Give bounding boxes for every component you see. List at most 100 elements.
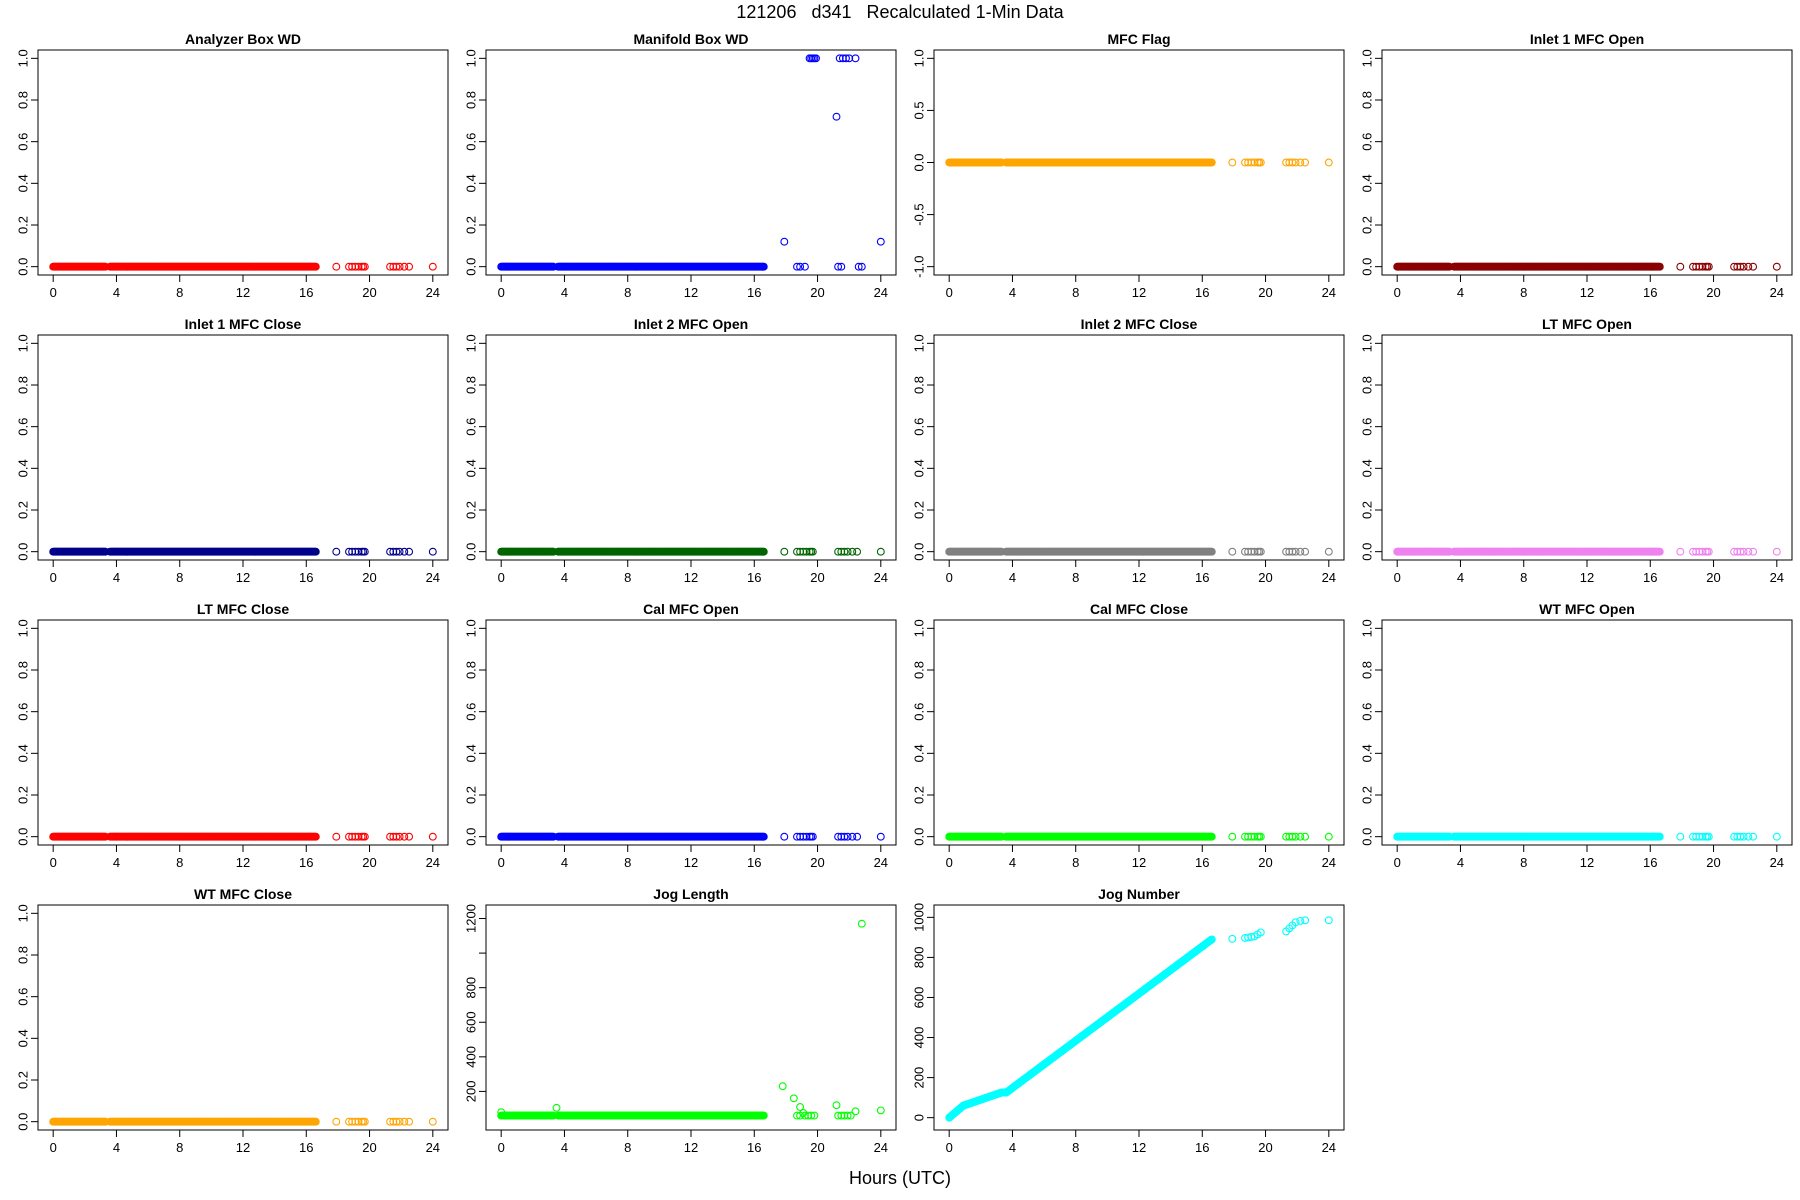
data-point [1256, 547, 1265, 556]
y-tick-label: 0.4 [911, 459, 926, 477]
x-tick-label: 0 [946, 855, 953, 870]
y-tick-label: 0.2 [463, 216, 478, 234]
data-point [400, 262, 409, 271]
plot-frame [37, 334, 449, 561]
data-point [812, 54, 820, 63]
data-point [1296, 832, 1305, 841]
data-point [311, 1117, 320, 1126]
y-tick-label: 0.4 [463, 174, 478, 192]
y-tick-label: 0.2 [15, 1071, 30, 1089]
x-tick-label: 20 [810, 285, 824, 300]
data-point [311, 262, 320, 271]
data-point [1704, 547, 1713, 556]
y-tick-label: 0.6 [1359, 418, 1374, 436]
x-tick-label: 4 [561, 285, 568, 300]
data-point [428, 1117, 437, 1126]
data-point [1655, 262, 1664, 271]
x-tick-label: 12 [1132, 285, 1146, 300]
x-tick-label: 0 [1394, 855, 1401, 870]
data-point [392, 547, 401, 556]
x-tick-label: 20 [362, 285, 376, 300]
x-tick-label: 20 [810, 855, 824, 870]
data-point [1744, 262, 1753, 271]
y-tick-label: 0.6 [463, 418, 478, 436]
data-point [1676, 832, 1685, 841]
x-tick-label: 16 [299, 570, 313, 585]
series-points [497, 832, 885, 841]
data-point [1749, 547, 1758, 556]
x-tick-label: 16 [747, 1140, 761, 1155]
data-point [780, 832, 789, 841]
data-point [800, 262, 809, 271]
x-tick-label: 0 [498, 570, 505, 585]
data-point [808, 832, 817, 841]
data-point [1749, 262, 1758, 271]
series-points [497, 54, 885, 271]
x-tick-label: 20 [362, 855, 376, 870]
series-points [497, 919, 885, 1120]
y-tick-label: 0.0 [911, 543, 926, 561]
y-tick-label: 0.4 [911, 744, 926, 762]
data-point [392, 262, 401, 271]
x-tick-label: 16 [747, 855, 761, 870]
x-tick-label: 12 [684, 285, 698, 300]
data-point [1744, 547, 1753, 556]
x-tick-label: 24 [426, 1140, 440, 1155]
x-tick-label: 24 [1322, 570, 1336, 585]
y-tick-label: 1.0 [15, 619, 30, 637]
x-tick-label: 0 [498, 1140, 505, 1155]
plot-frame [485, 904, 897, 1131]
data-point [1291, 547, 1300, 556]
data-point [405, 262, 414, 271]
x-tick-label: 20 [362, 1140, 376, 1155]
y-tick-label: 0.2 [15, 216, 30, 234]
x-tick-label: 24 [874, 570, 888, 585]
x-tick-label: 8 [1520, 570, 1527, 585]
data-point [759, 832, 768, 841]
x-tick-label: 8 [1072, 855, 1079, 870]
panel-title: LT MFC Close [197, 601, 290, 617]
data-point [400, 1117, 409, 1126]
x-tick-label: 4 [113, 570, 120, 585]
data-point [1228, 832, 1237, 841]
data-point [428, 832, 437, 841]
x-tick-label: 4 [1009, 570, 1016, 585]
x-tick-label: 8 [176, 1140, 183, 1155]
data-point [360, 547, 369, 556]
plot-frame [1381, 619, 1793, 846]
data-point [392, 1117, 401, 1126]
y-tick-label: 0.0 [463, 258, 478, 276]
x-tick-label: 4 [113, 1140, 120, 1155]
y-tick-label: 0.2 [15, 501, 30, 519]
data-point [1288, 832, 1297, 841]
y-tick-label: 0.6 [463, 703, 478, 721]
data-point [876, 832, 885, 841]
y-tick-label: 0.8 [15, 91, 30, 109]
plot-frame [485, 334, 897, 561]
x-tick-label: 24 [1770, 570, 1784, 585]
data-point [1256, 158, 1265, 167]
series-points [1393, 262, 1781, 271]
x-tick-label: 12 [684, 570, 698, 585]
x-tick-label: 16 [299, 285, 313, 300]
y-tick-label: 0.6 [463, 133, 478, 151]
y-tick-label: 0.0 [1359, 258, 1374, 276]
x-tick-label: 4 [1009, 285, 1016, 300]
x-tick-label: 8 [624, 1140, 631, 1155]
x-tick-label: 0 [946, 570, 953, 585]
x-tick-label: 12 [1132, 570, 1146, 585]
data-point [1772, 262, 1781, 271]
y-tick-label: 0.6 [911, 418, 926, 436]
y-tick-label: 0.8 [1359, 91, 1374, 109]
data-point [1744, 832, 1753, 841]
x-tick-label: 16 [747, 570, 761, 585]
data-point [1228, 158, 1237, 167]
data-point [759, 262, 768, 271]
x-tick-label: 12 [236, 1140, 250, 1155]
x-tick-label: 8 [1520, 855, 1527, 870]
data-point [405, 1117, 414, 1126]
